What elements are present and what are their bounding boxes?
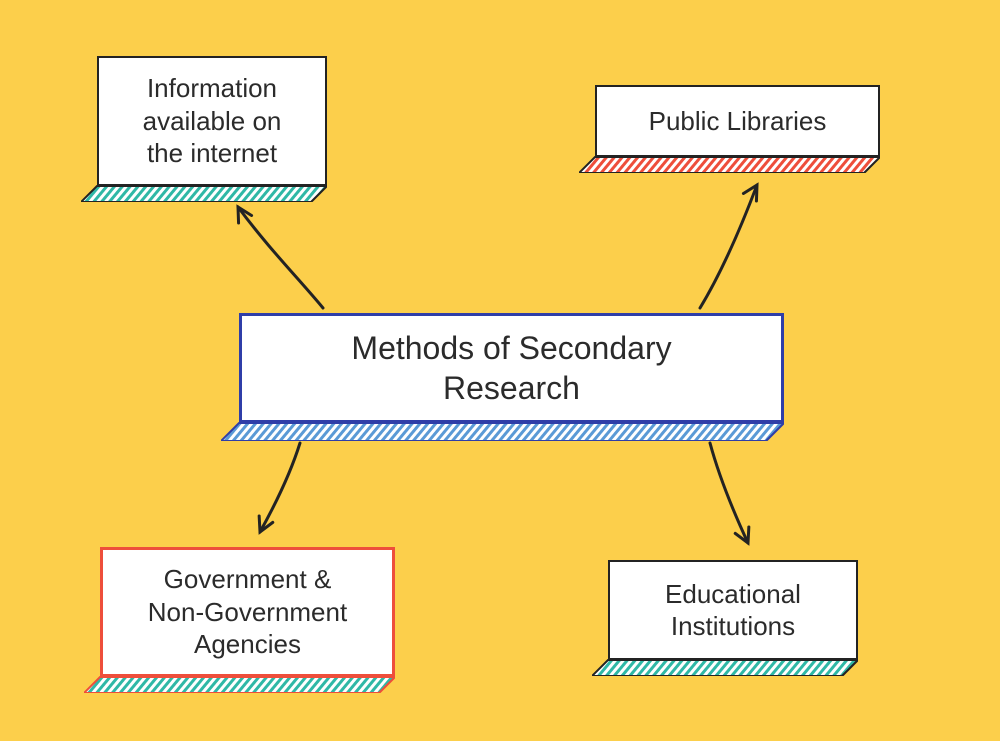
- node-label: Public Libraries: [649, 105, 827, 138]
- node-label: Educational Institutions: [665, 578, 801, 643]
- node-box: Public Libraries: [595, 85, 880, 157]
- arrow-education: [710, 443, 748, 543]
- node-box: Methods of Secondary Research: [239, 313, 784, 423]
- node-box: Information available on the internet: [97, 56, 327, 186]
- node-government: Government & Non-Government Agencies: [84, 547, 395, 693]
- node-label: Methods of Secondary Research: [351, 328, 671, 408]
- diagram-canvas: Methods of Secondary Research Information…: [0, 0, 1000, 741]
- node-box: Educational Institutions: [608, 560, 858, 660]
- node-internet: Information available on the internet: [81, 56, 327, 202]
- node-libraries: Public Libraries: [579, 85, 880, 173]
- center-node: Methods of Secondary Research: [221, 313, 784, 441]
- node-box: Government & Non-Government Agencies: [100, 547, 395, 677]
- arrow-government: [260, 443, 300, 532]
- node-education: Educational Institutions: [592, 560, 858, 676]
- arrow-internet: [238, 207, 323, 308]
- node-label: Information available on the internet: [143, 72, 282, 170]
- arrow-libraries: [700, 185, 757, 308]
- node-label: Government & Non-Government Agencies: [148, 563, 347, 661]
